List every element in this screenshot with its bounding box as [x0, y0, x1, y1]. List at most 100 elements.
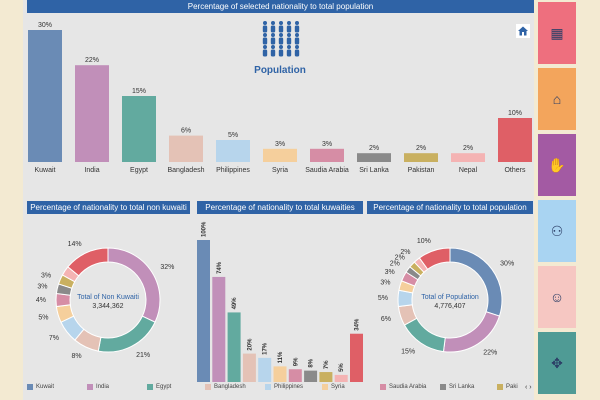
legend-item[interactable]: Syria [322, 384, 345, 390]
slice-label: 8% [71, 353, 81, 360]
bar-philippines[interactable] [216, 140, 250, 162]
bar-syria[interactable] [263, 148, 297, 162]
bar-nepal[interactable] [334, 374, 348, 382]
person-body-icon [286, 37, 292, 45]
bar-egypt[interactable] [227, 312, 241, 382]
slice-label: 6% [381, 316, 391, 323]
slice-label: 14% [68, 241, 82, 248]
person-head-icon [263, 21, 267, 25]
sidebar-tile[interactable]: ▦ [538, 2, 576, 64]
person-head-icon [279, 33, 283, 37]
legend-item[interactable]: Bangladesh [205, 384, 246, 390]
legend-item[interactable]: Sri Lanka [440, 384, 474, 390]
bar-pakistan[interactable] [319, 372, 333, 382]
legend-item[interactable]: Saudia Arabia [380, 384, 426, 390]
bar-saudia-arabia[interactable] [310, 148, 344, 162]
person-body-icon [262, 37, 268, 45]
bar-value-label: 15% [132, 88, 146, 95]
legend-swatch [147, 384, 153, 390]
slice-others[interactable] [67, 247, 109, 277]
bar-value-label: 49% [232, 297, 238, 310]
bar-india[interactable] [75, 65, 109, 162]
family-house-icon: ⌂ [552, 91, 562, 107]
legend-label: Sri Lanka [449, 384, 475, 390]
bar-value-label: 7% [324, 360, 330, 369]
bar-category-label: Syria [272, 167, 288, 174]
bar-value-label: 2% [369, 145, 379, 152]
bar-saudia-arabia[interactable] [288, 369, 302, 382]
legend-swatch [87, 384, 93, 390]
sidebar: ▦ ⌂ ✋ ⚇ ☺ ✥ [538, 0, 576, 400]
person-head-icon [295, 45, 299, 49]
total-population-donut-chart: 30%22%15%6%5%3%3%2%2%2%10%Total of Popul… [378, 238, 514, 356]
legend-label: Syria [331, 384, 345, 390]
legend-swatch [322, 384, 328, 390]
bar-syria[interactable] [273, 366, 287, 382]
bar-kuwait[interactable] [28, 30, 62, 162]
donut-center-value: 3,344,362 [92, 303, 123, 310]
slice-label: 15% [401, 348, 415, 355]
person-body-icon [278, 25, 284, 33]
panel-title-non-kuwaiti: Percentage of nationality to total non k… [27, 201, 190, 214]
slice-india[interactable] [107, 247, 161, 323]
bar-value-label: 2% [463, 145, 473, 152]
sidebar-tile[interactable]: ✋ [538, 134, 576, 196]
handshake-icon: ✥ [551, 354, 563, 371]
legend-item[interactable]: Paki [497, 384, 518, 390]
person-head-icon [287, 33, 291, 37]
legend-item[interactable]: Egypt [147, 384, 171, 390]
donut-center-label: Total of Non Kuwaiti [77, 294, 139, 301]
slice-label: 10% [417, 238, 431, 245]
bar-value-label: 3% [322, 141, 332, 148]
bar-bangladesh[interactable] [169, 135, 203, 162]
people-grid-icon: ▦ [550, 24, 564, 41]
bar-category-label: Sri Lanka [359, 167, 389, 174]
bar-kuwait[interactable] [197, 240, 210, 382]
legend-swatch [497, 384, 503, 390]
legend-swatch [27, 384, 33, 390]
bar-pakistan[interactable] [404, 153, 438, 162]
bar-others[interactable] [350, 333, 363, 382]
sidebar-tile[interactable]: ✥ [538, 332, 576, 394]
bar-value-label: 74% [217, 261, 223, 274]
bar-egypt[interactable] [122, 96, 156, 162]
slice-label: 21% [136, 352, 150, 359]
person-body-icon [278, 49, 284, 57]
bar-philippines[interactable] [258, 357, 272, 382]
nationality-bar-chart: 30% Kuwait 22% India 15% Egypt 6% Bangladesh 5% P… [28, 22, 532, 174]
legend-pager-button[interactable]: ‹ › [525, 384, 532, 391]
bar-india[interactable] [212, 276, 226, 382]
donut-center-label: Total of Population [421, 294, 479, 301]
bar-category-label: India [84, 167, 99, 174]
bar-others[interactable] [498, 118, 532, 162]
home-icon[interactable] [516, 24, 530, 38]
sidebar-tile[interactable]: ⚇ [538, 200, 576, 262]
slice-others[interactable] [418, 247, 451, 270]
legend-label: Kuwait [36, 384, 55, 390]
person-body-icon [286, 49, 292, 57]
population-icon [262, 21, 300, 57]
bar-nepal[interactable] [451, 153, 485, 162]
bar-sri-lanka[interactable] [304, 370, 318, 382]
legend-item[interactable]: Kuwait [27, 384, 54, 390]
panel-title-total: Percentage of nationality to total popul… [367, 201, 533, 214]
sidebar-tile[interactable]: ☺ [538, 266, 576, 328]
slice-egypt[interactable] [97, 315, 156, 353]
slice-label: 32% [160, 264, 174, 271]
slice-india[interactable] [442, 311, 501, 353]
person-body-icon [294, 49, 300, 57]
sidebar-tile[interactable]: ⌂ [538, 68, 576, 130]
bar-category-label: Others [504, 167, 526, 174]
legend-item[interactable]: India [87, 384, 109, 390]
person-body-icon [294, 25, 300, 33]
legend-label: Paki [506, 384, 518, 390]
legend-item[interactable]: Philippines [265, 384, 303, 390]
person-body-icon [270, 25, 276, 33]
slice-egypt[interactable] [403, 317, 446, 353]
bar-sri-lanka[interactable] [357, 153, 391, 162]
bar-bangladesh[interactable] [242, 353, 256, 382]
person-body-icon [270, 49, 276, 57]
bar-category-label: Egypt [130, 167, 148, 174]
person-head-icon [263, 45, 267, 49]
person-head-icon [295, 21, 299, 25]
